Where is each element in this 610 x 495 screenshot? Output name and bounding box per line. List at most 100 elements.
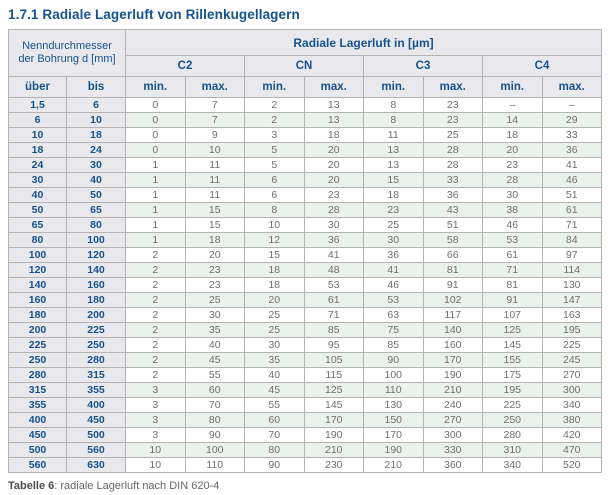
value-cell: 41 <box>363 262 424 278</box>
value-cell: 25 <box>422 127 483 143</box>
value-cell: 300 <box>422 427 483 443</box>
value-cell: 30 <box>184 307 245 323</box>
value-cell: 8 <box>363 97 424 113</box>
value-cell: 2 <box>125 337 186 353</box>
value-cell: 41 <box>303 247 364 263</box>
table-row: 140 160 2 23 18 53 46 91 81 130 <box>8 277 602 293</box>
min-header-c2: min. <box>125 76 186 98</box>
value-cell: 420 <box>541 427 602 443</box>
value-cell: 36 <box>303 232 364 248</box>
value-cell: 360 <box>422 457 483 473</box>
min-header-cn: min. <box>244 76 305 98</box>
value-cell: 46 <box>363 277 424 293</box>
value-cell: 7 <box>184 112 245 128</box>
value-cell: 240 <box>422 397 483 413</box>
range-over-cell: 50 <box>8 202 67 218</box>
row-group-header: Nenndurchmesser der Bohrung d [mm] <box>8 29 126 77</box>
value-cell: 51 <box>422 217 483 233</box>
value-cell: 30 <box>244 337 305 353</box>
value-cell: – <box>541 97 602 113</box>
value-cell: 5 <box>244 142 305 158</box>
value-cell: 102 <box>422 292 483 308</box>
range-over-cell: 500 <box>8 442 67 458</box>
value-cell: 61 <box>303 292 364 308</box>
value-cell: 23 <box>184 262 245 278</box>
caption-text: : radiale Lagerluft nach DIN 620-4 <box>54 480 220 492</box>
value-cell: 230 <box>303 457 364 473</box>
value-cell: 8 <box>244 202 305 218</box>
range-to-cell: 18 <box>66 127 126 143</box>
value-cell: 520 <box>541 457 602 473</box>
value-cell: 225 <box>541 337 602 353</box>
ueber-header: über <box>8 76 67 98</box>
value-cell: 60 <box>244 412 305 428</box>
value-cell: 190 <box>363 442 424 458</box>
value-cell: 60 <box>184 382 245 398</box>
value-cell: 18 <box>184 232 245 248</box>
table-row: 250 280 2 45 35 105 90 170 155 245 <box>8 352 602 368</box>
value-cell: 29 <box>541 112 602 128</box>
value-cell: 470 <box>541 442 602 458</box>
value-cell: 53 <box>482 232 543 248</box>
range-to-cell: 180 <box>66 292 126 308</box>
table-row: 30 40 1 11 6 20 15 33 28 46 <box>8 172 602 188</box>
value-cell: 43 <box>422 202 483 218</box>
value-cell: 80 <box>244 442 305 458</box>
value-cell: 90 <box>244 457 305 473</box>
value-cell: 13 <box>303 112 364 128</box>
value-cell: 23 <box>482 157 543 173</box>
header-row-main: Nenndurchmesser der Bohrung d [mm] Radia… <box>8 29 602 77</box>
value-cell: 13 <box>303 97 364 113</box>
value-cell: 30 <box>303 217 364 233</box>
value-cell: 115 <box>303 367 364 383</box>
value-cell: 63 <box>363 307 424 323</box>
range-over-cell: 80 <box>8 232 67 248</box>
table-row: 560 630 10 110 90 230 210 360 340 520 <box>8 457 602 473</box>
range-over-cell: 100 <box>8 247 67 263</box>
value-cell: 270 <box>422 412 483 428</box>
value-cell: 0 <box>125 142 186 158</box>
value-cell: 20 <box>303 142 364 158</box>
range-to-cell: 160 <box>66 277 126 293</box>
range-over-cell: 40 <box>8 187 67 203</box>
value-cell: 3 <box>125 427 186 443</box>
value-cell: 53 <box>303 277 364 293</box>
value-cell: 30 <box>482 187 543 203</box>
min-header-c3: min. <box>363 76 424 98</box>
range-over-cell: 160 <box>8 292 67 308</box>
value-cell: 15 <box>244 247 305 263</box>
range-over-cell: 280 <box>8 367 67 383</box>
value-cell: 53 <box>363 292 424 308</box>
value-cell: 14 <box>482 112 543 128</box>
value-cell: 25 <box>244 307 305 323</box>
range-to-cell: 355 <box>66 382 126 398</box>
range-to-cell: 400 <box>66 397 126 413</box>
range-over-cell: 400 <box>8 412 67 428</box>
range-over-cell: 180 <box>8 307 67 323</box>
range-to-cell: 225 <box>66 322 126 338</box>
range-to-cell: 280 <box>66 352 126 368</box>
min-header-c4: min. <box>482 76 543 98</box>
value-cell: 2 <box>125 247 186 263</box>
range-to-cell: 200 <box>66 307 126 323</box>
range-to-cell: 50 <box>66 187 126 203</box>
value-cell: 46 <box>541 172 602 188</box>
table-row: 315 355 3 60 45 125 110 210 195 300 <box>8 382 602 398</box>
value-cell: 150 <box>363 412 424 428</box>
header-row-sub: über bis min. max. min. max. min. max. m… <box>8 76 602 98</box>
value-cell: 6 <box>244 172 305 188</box>
range-over-cell: 250 <box>8 352 67 368</box>
value-cell: 3 <box>125 382 186 398</box>
class-header-c2: C2 <box>125 55 245 77</box>
value-cell: 25 <box>184 292 245 308</box>
header-row-classes: C2 CN C3 C4 <box>9 55 602 77</box>
value-cell: 30 <box>363 232 424 248</box>
table-row: 40 50 1 11 6 23 18 36 30 51 <box>8 187 602 203</box>
value-cell: 1 <box>125 187 186 203</box>
value-cell: 340 <box>482 457 543 473</box>
range-to-cell: 250 <box>66 337 126 353</box>
range-over-cell: 18 <box>8 142 67 158</box>
value-cell: 1 <box>125 172 186 188</box>
value-cell: 5 <box>244 157 305 173</box>
table-header: Nenndurchmesser der Bohrung d [mm] Radia… <box>8 29 602 98</box>
